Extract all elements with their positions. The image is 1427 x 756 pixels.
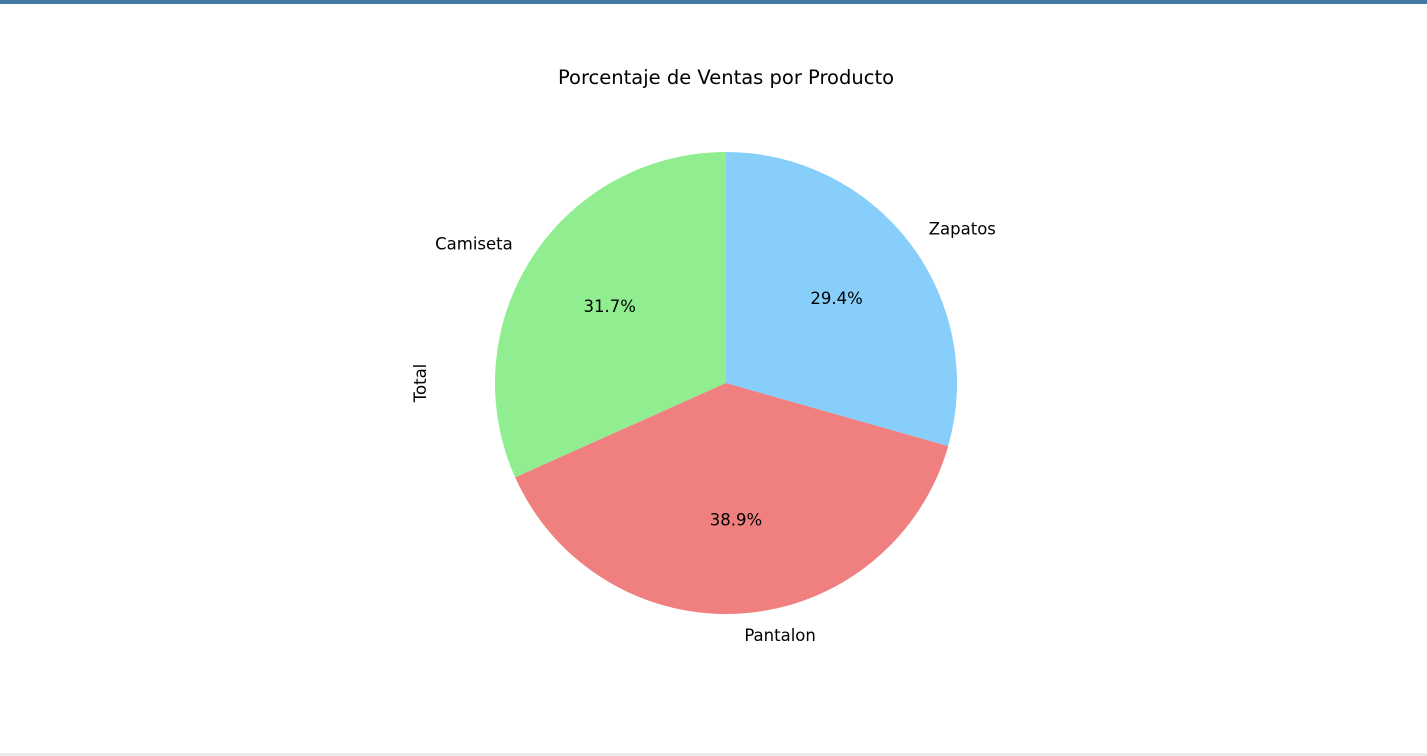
y-axis-label: Total <box>411 364 430 404</box>
pie-slices <box>494 151 957 614</box>
pie-labels: Camiseta 31.7% Pantalon 38.9% Zapatos 29.4% <box>435 219 996 645</box>
slice-percent-zapatos: 29.4% <box>810 289 862 308</box>
chart-title: Porcentaje de Ventas por Producto <box>558 66 894 89</box>
pie-slice-zapatos <box>726 151 957 447</box>
top-accent-bar <box>0 0 1427 4</box>
slice-label-pantalon: Pantalon <box>744 626 816 645</box>
pie-slice-camiseta <box>494 152 726 478</box>
slice-label-zapatos: Zapatos <box>929 219 996 238</box>
slice-label-camiseta: Camiseta <box>435 234 513 253</box>
slice-percent-camiseta: 31.7% <box>583 297 635 316</box>
pie-slice-pantalon <box>515 383 949 614</box>
slice-percent-pantalon: 38.9% <box>710 511 762 530</box>
bottom-bar <box>0 753 1427 756</box>
